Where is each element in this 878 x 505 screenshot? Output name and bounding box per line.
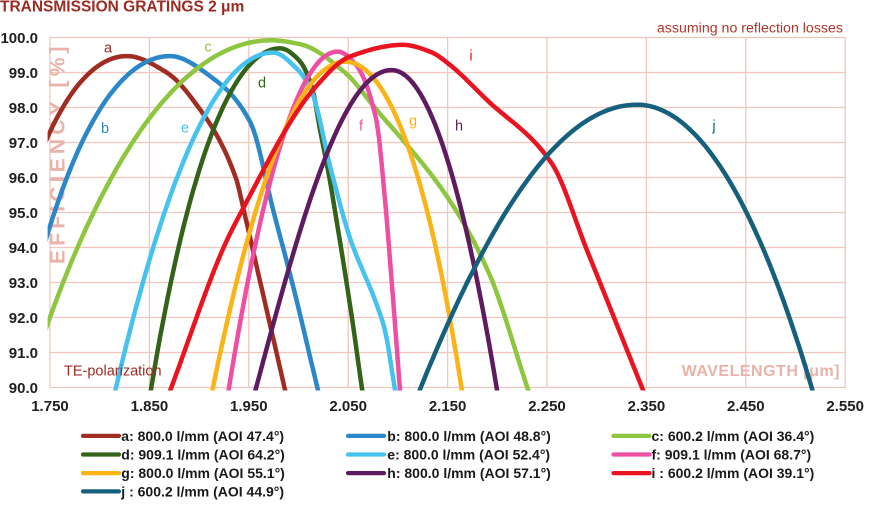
svg-text:i: i (469, 49, 472, 65)
svg-text:2.250: 2.250 (528, 398, 566, 415)
svg-text:EFFICIENCY [%]: EFFICIENCY [%] (47, 42, 70, 264)
svg-text:a: 800.0 l/mm (AOI 47.4°): a: 800.0 l/mm (AOI 47.4°) (121, 428, 284, 444)
svg-text:h: h (455, 119, 463, 135)
svg-text:d: 909.1 l/mm (AOI 64.2°): d: 909.1 l/mm (AOI 64.2°) (121, 446, 285, 462)
svg-text:99.0: 99.0 (9, 65, 38, 82)
svg-text:j : 600.2 l/mm (AOI 44.9°): j : 600.2 l/mm (AOI 44.9°) (120, 483, 284, 499)
svg-text:h: 800.0 l/mm (AOI 57.1°): h: 800.0 l/mm (AOI 57.1°) (387, 465, 551, 481)
svg-text:92.0: 92.0 (9, 310, 38, 327)
svg-text:f: f (359, 119, 364, 135)
svg-text:2.050: 2.050 (329, 398, 367, 415)
svg-text:1.750: 1.750 (31, 398, 69, 415)
svg-text:b: 800.0 l/mm (AOI 48.8°): b: 800.0 l/mm (AOI 48.8°) (387, 428, 551, 444)
svg-text:98.0: 98.0 (9, 100, 38, 117)
svg-text:100.0: 100.0 (0, 30, 38, 47)
svg-text:d: d (258, 76, 266, 92)
svg-text:95.0: 95.0 (9, 205, 38, 222)
svg-text:2.150: 2.150 (429, 398, 467, 415)
svg-text:e: 800.0 l/mm (AOI 52.4°): e: 800.0 l/mm (AOI 52.4°) (387, 446, 550, 462)
svg-text:93.0: 93.0 (9, 275, 38, 292)
svg-text:i : 600.2 l/mm (AOI 39.1°): i : 600.2 l/mm (AOI 39.1°) (652, 465, 815, 481)
svg-text:a: a (104, 41, 113, 57)
svg-text:97.0: 97.0 (9, 135, 38, 152)
svg-text:1.950: 1.950 (230, 398, 268, 415)
svg-text:assuming no reflection losses: assuming no reflection losses (657, 21, 843, 37)
svg-text:94.0: 94.0 (9, 240, 38, 257)
svg-text:g: g (409, 114, 417, 130)
svg-text:91.0: 91.0 (9, 345, 38, 362)
svg-text:96.0: 96.0 (9, 170, 38, 187)
svg-text:e: e (181, 121, 189, 137)
svg-text:g: 800.0 l/mm (AOI 55.1°): g: 800.0 l/mm (AOI 55.1°) (121, 465, 285, 481)
svg-text:2.550: 2.550 (826, 398, 864, 415)
svg-text:2.350: 2.350 (628, 398, 666, 415)
svg-text:TRANSMISSION GRATINGS 2 μm: TRANSMISSION GRATINGS 2 μm (0, 0, 244, 16)
svg-text:f: 909.1 l/mm (AOI 68.7°): f: 909.1 l/mm (AOI 68.7°) (652, 446, 812, 462)
svg-text:WAVELENGTH [μm]: WAVELENGTH [μm] (682, 363, 840, 380)
svg-text:2.450: 2.450 (727, 398, 765, 415)
svg-text:c: c (204, 40, 211, 56)
svg-text:90.0: 90.0 (9, 380, 38, 397)
svg-text:j: j (711, 119, 715, 135)
svg-text:TE-polarization: TE-polarization (64, 364, 162, 380)
svg-text:c: 600.2 l/mm (AOI 36.4°): c: 600.2 l/mm (AOI 36.4°) (652, 428, 815, 444)
svg-text:b: b (101, 121, 109, 137)
svg-text:1.850: 1.850 (131, 398, 169, 415)
